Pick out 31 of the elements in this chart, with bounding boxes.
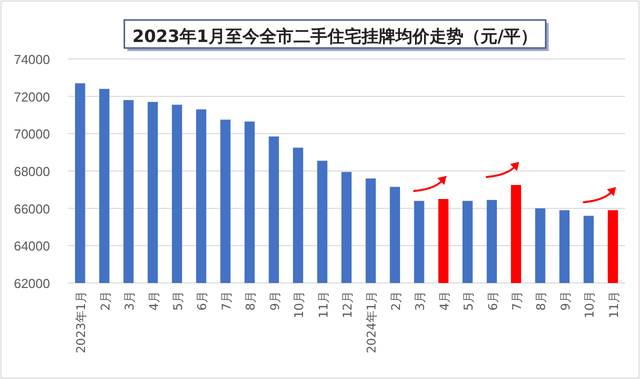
x-tick-label: 9月 (558, 291, 572, 311)
y-tick-label: 68000 (14, 164, 50, 179)
x-tick-label: 5月 (170, 291, 185, 311)
x-tick-label: 12月 (340, 291, 354, 318)
x-tick-label: 6月 (195, 291, 210, 311)
y-tick-label: 62000 (14, 276, 50, 291)
x-tick-label: 10月 (582, 291, 597, 318)
x-tick-label: 5月 (462, 291, 476, 311)
x-tick-label: 4月 (437, 291, 452, 311)
x-tick-label: 4月 (146, 291, 161, 311)
x-tick-label: 3月 (122, 291, 137, 311)
y-tick-label: 64000 (14, 238, 50, 254)
x-tick-label: 6月 (486, 291, 500, 311)
x-tick-label: 10月 (292, 291, 306, 318)
x-tick-label: 8月 (534, 291, 548, 311)
y-tick-label: 66000 (14, 201, 50, 216)
x-tick-label: 9月 (268, 291, 282, 311)
chart-title: 2023年1月至今全市二手住宅挂牌均价走势（元/平） (132, 27, 538, 47)
x-tick-label: 8月 (244, 291, 258, 311)
x-tick-label: 7月 (219, 291, 234, 311)
y-tick-label: 70000 (14, 126, 50, 142)
x-tick-label: 2月 (388, 291, 403, 311)
x-tick-label: 7月 (510, 291, 524, 311)
y-tick-label: 74000 (14, 52, 50, 67)
y-tick-label: 72000 (14, 89, 50, 104)
x-tick-label: 2024年1月 (364, 291, 379, 354)
x-tick-label: 2月 (98, 291, 112, 311)
x-tick-label: 11月 (606, 291, 621, 318)
x-tick-label: 3月 (413, 291, 428, 311)
x-tick-label: 2023年1月 (74, 291, 88, 354)
x-tick-label: 11月 (316, 291, 330, 318)
